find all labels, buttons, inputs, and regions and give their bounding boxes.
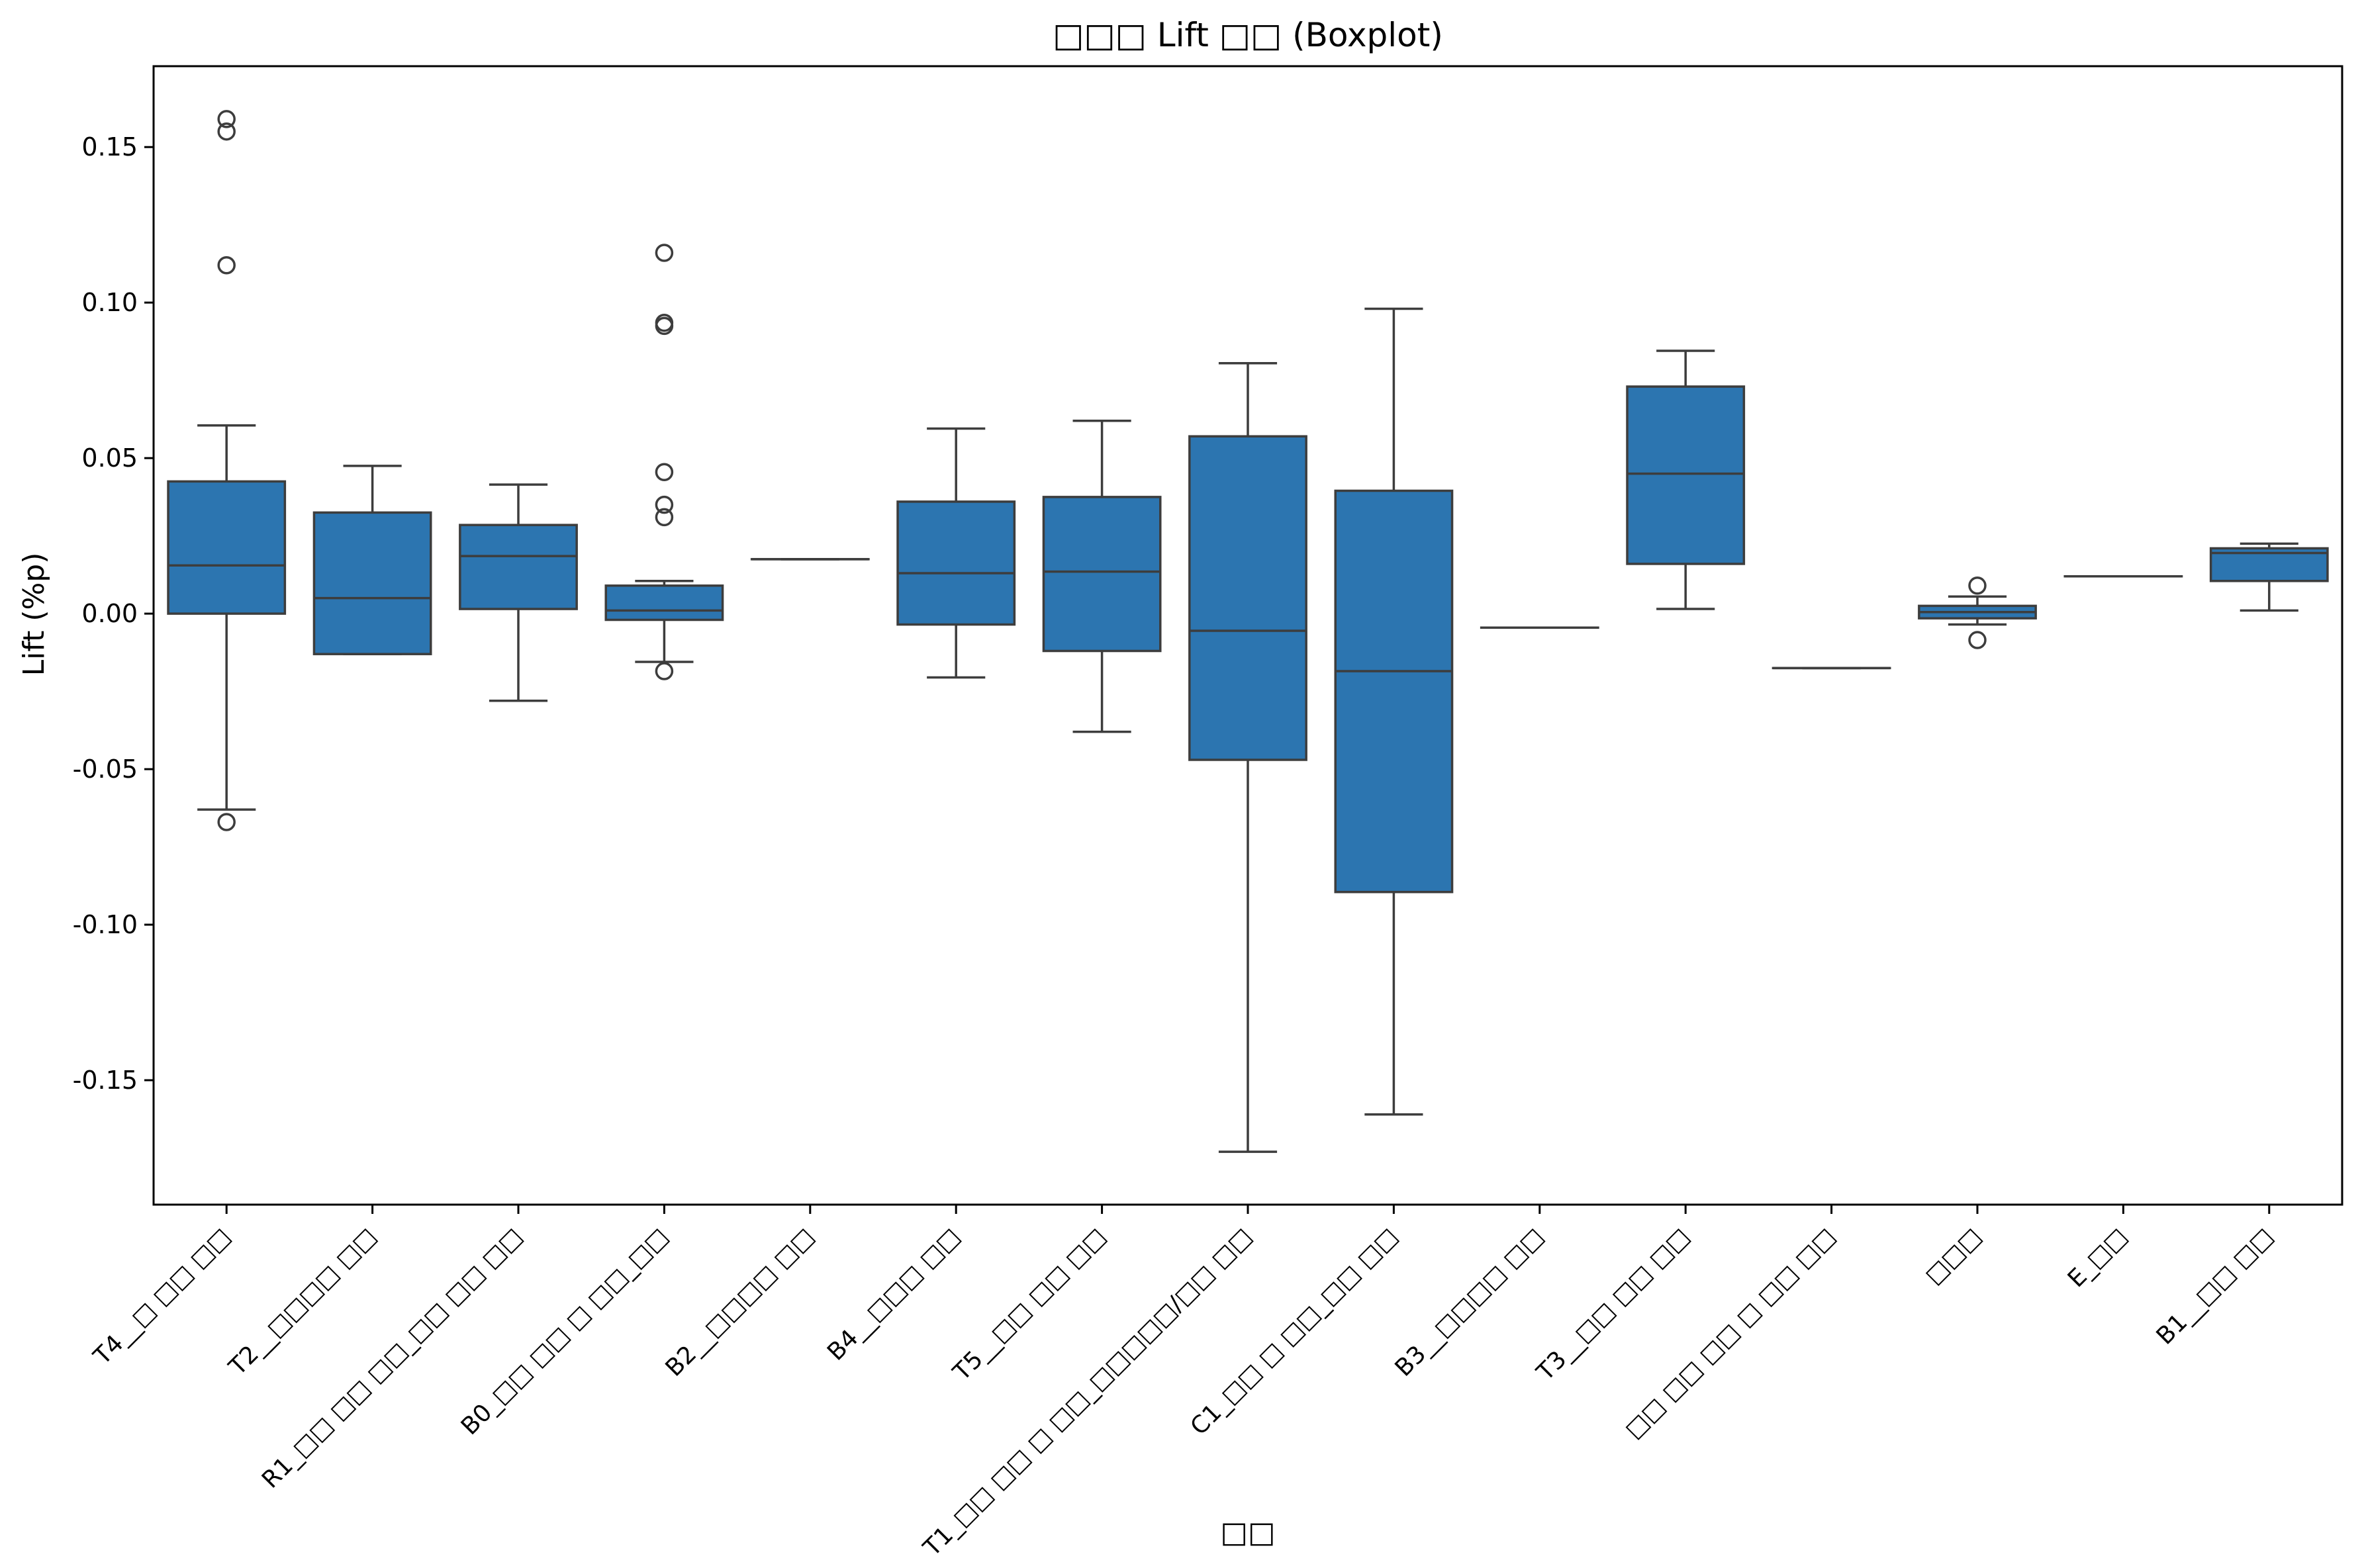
outlier-point [217, 122, 236, 141]
outlier-point [655, 463, 674, 482]
outlier-point [655, 495, 674, 514]
box-group [1188, 362, 1307, 1153]
outlier-point [1968, 631, 1987, 649]
box-group [1626, 349, 1746, 610]
outlier-point [217, 256, 236, 275]
box-iqr [1334, 489, 1454, 894]
y-tick-label: 0.10 [81, 288, 138, 317]
box-iqr [1188, 435, 1307, 761]
chart-title: □□□ Lift □□ (Boxplot) [1053, 16, 1443, 54]
box-iqr [167, 480, 287, 615]
y-tick-label: -0.05 [73, 755, 138, 784]
outlier-point [655, 662, 674, 680]
y-axis-label: Lift (%p) [17, 553, 51, 676]
box-group [896, 427, 1016, 679]
plot-frame [152, 65, 2343, 1206]
outlier-point [655, 316, 674, 336]
box-iqr [896, 500, 1016, 626]
outlier-point [217, 813, 236, 831]
outlier-point [1968, 576, 1987, 595]
box-group [2209, 542, 2329, 612]
box-iqr [604, 584, 724, 622]
outlier-point [655, 244, 674, 262]
y-tick-label: 0.15 [81, 132, 138, 161]
box-group [312, 465, 432, 655]
outlier-point [655, 508, 674, 527]
box-group [1042, 419, 1162, 733]
box-iqr [459, 524, 578, 610]
box-group [1918, 576, 2037, 649]
box-iqr [1042, 496, 1162, 653]
y-tick-label: 0.00 [81, 599, 138, 628]
box-iqr [312, 511, 432, 655]
box-iqr [1626, 385, 1746, 565]
y-tick-label: -0.10 [73, 910, 138, 939]
box-group [1334, 307, 1454, 1116]
box-series [167, 110, 2329, 1153]
y-tick-label: -0.15 [73, 1066, 138, 1095]
box-group [604, 244, 724, 680]
y-tick-label: 0.05 [81, 443, 138, 473]
outlier-point [217, 110, 236, 128]
box-group [167, 110, 287, 831]
x-axis-label: □□ [1220, 1516, 1275, 1549]
box-group [459, 483, 578, 702]
